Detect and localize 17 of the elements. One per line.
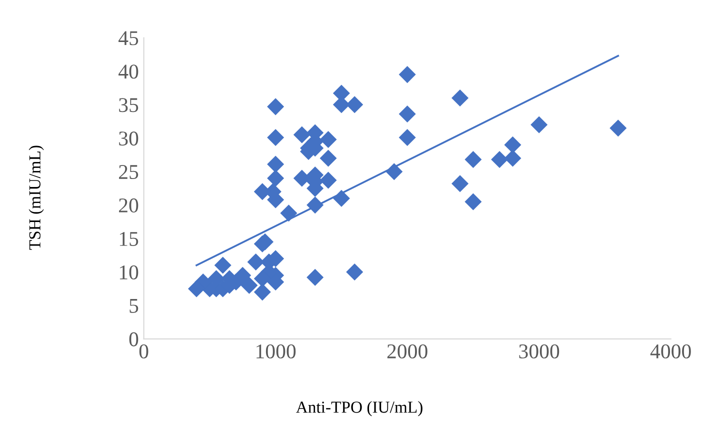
x-tick-label: 0 [139,344,148,358]
y-tick-label: 0 [129,332,138,346]
y-tick-label: 45 [118,31,138,46]
x-tick-label: 2000 [387,344,428,358]
x-tick-label: 4000 [650,344,691,358]
x-axis-title: Anti-TPO (IU/mL) [296,401,422,416]
y-tick-label: 20 [119,198,138,212]
y-axis-title: TSH (mIU/mL) [28,146,44,250]
y-tick-label: 30 [119,132,138,146]
y-tick-label: 10 [120,265,138,280]
y-tick-label: 25 [119,165,138,180]
y-tick-label: 5 [130,299,138,313]
x-tick-label: 1000 [256,344,296,358]
y-tick-label: 15 [120,232,138,246]
y-tick-label: 40 [118,64,138,79]
y-tick-label: 35 [119,98,138,112]
x-tick-label: 3000 [519,344,560,358]
